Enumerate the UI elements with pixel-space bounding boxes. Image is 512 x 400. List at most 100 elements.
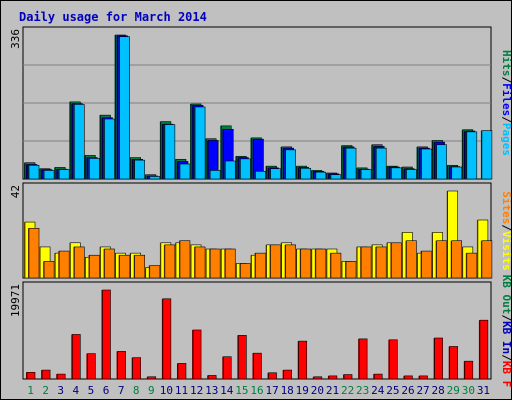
bar-sites-day-6 — [104, 248, 115, 279]
bar-sites-day-24 — [375, 246, 387, 279]
legend-bottom: KB Out/KB In/KB F — [500, 275, 512, 388]
x-tick-label: 9 — [148, 384, 155, 397]
bar-kbf-day-14 — [222, 356, 232, 380]
bar-kbf-day-26 — [404, 375, 413, 380]
legend-entry: Pages — [500, 123, 512, 156]
bar-pages-day-15 — [240, 158, 251, 180]
bar-kbf-day-20 — [313, 376, 323, 380]
x-tick-label: 20 — [311, 384, 324, 397]
bar-sites-day-7 — [119, 254, 130, 279]
x-tick-label: 17 — [265, 384, 278, 397]
x-tick-label: 4 — [73, 384, 80, 397]
x-tick-label: 27 — [416, 384, 429, 397]
bar-sites-day-27 — [421, 250, 432, 279]
x-tick-label: 18 — [281, 384, 294, 397]
bar-pages-day-6 — [104, 118, 115, 180]
bar-kbf-day-27 — [419, 375, 428, 380]
legend-entry: / — [500, 224, 512, 231]
x-tick-label: 28 — [432, 384, 445, 397]
bar-kbf-day-4 — [71, 334, 81, 380]
bar-pages-day-29 — [451, 166, 463, 180]
bar-kbf-day-18 — [283, 369, 292, 380]
bar-kbf-day-15 — [238, 335, 247, 380]
bar-sites-day-8 — [134, 254, 145, 279]
bar-pages-day-11 — [179, 163, 191, 180]
legend-middle: Sites/Visits — [500, 191, 512, 271]
legend-entry: KB Out — [500, 275, 512, 315]
x-tick-label: 25 — [386, 384, 399, 397]
bar-sites-day-5 — [89, 254, 100, 279]
bar-sites-day-23 — [360, 246, 372, 279]
bar-sites-day-12 — [194, 246, 206, 279]
bar-kbf-day-11 — [177, 363, 187, 380]
bar-pages-day-13 — [209, 170, 221, 180]
bar-sites-day-13 — [209, 248, 221, 279]
x-tick-label: 2 — [42, 384, 49, 397]
legend-entry: Sites — [500, 191, 512, 224]
bar-pages-day-9 — [149, 176, 161, 180]
bar-pages-day-25 — [391, 167, 402, 180]
bar-kbf-day-6 — [102, 289, 111, 380]
x-tick-label: 1 — [27, 384, 34, 397]
x-tick-label: 24 — [371, 384, 385, 397]
x-tick-label: 29 — [447, 384, 460, 397]
legend-entry: Hits — [500, 50, 512, 77]
bar-sites-day-19 — [300, 248, 312, 279]
x-tick-label: 12 — [190, 384, 203, 397]
y-max-label-middle: 42 — [9, 185, 22, 198]
bar-kbf-day-21 — [328, 375, 338, 380]
bar-pages-day-2 — [43, 170, 55, 180]
bar-pages-day-23 — [360, 169, 372, 180]
bar-kbf-day-1 — [26, 372, 36, 380]
legend-entry: KB F — [500, 361, 512, 388]
bar-pages-day-21 — [330, 174, 342, 180]
bar-sites-day-11 — [179, 240, 191, 279]
legend-entry: / — [500, 354, 512, 361]
bar-pages-day-26 — [406, 169, 417, 180]
bar-kbf-day-31 — [479, 319, 489, 380]
bar-kbf-day-23 — [358, 338, 368, 380]
bar-kbf-day-30 — [464, 360, 474, 380]
bar-kbf-day-28 — [434, 337, 443, 380]
bar-sites-day-22 — [345, 261, 357, 279]
bar-kbf-day-29 — [449, 346, 459, 380]
bar-sites-day-20 — [315, 248, 327, 279]
x-tick-label: 15 — [235, 384, 248, 397]
bar-kbf-day-13 — [207, 375, 217, 380]
bar-kbf-day-22 — [343, 374, 353, 380]
bar-pages-day-27 — [421, 148, 432, 180]
bar-kbf-day-8 — [132, 357, 141, 380]
bar-pages-day-30 — [466, 131, 478, 180]
x-tick-label: 22 — [341, 384, 354, 397]
x-tick-label: 6 — [103, 384, 110, 397]
bar-pages-day-20 — [315, 171, 327, 180]
legend-top: Hits/Files/Pages — [500, 50, 512, 156]
bar-sites-day-26 — [406, 240, 417, 279]
bar-sites-day-25 — [391, 242, 402, 279]
bar-pages-day-24 — [375, 147, 387, 180]
bar-sites-day-18 — [285, 244, 296, 279]
bar-sites-day-29 — [451, 240, 463, 279]
x-tick-label: 31 — [477, 384, 490, 397]
bar-pages-day-17 — [270, 168, 281, 180]
bar-kbf-day-5 — [87, 353, 96, 380]
x-tick-label: 5 — [88, 384, 95, 397]
x-tick-label: 13 — [205, 384, 218, 397]
bar-sites-day-30 — [466, 252, 478, 279]
x-tick-label: 26 — [401, 384, 414, 397]
bar-sites-day-17 — [270, 244, 281, 279]
chart-title: Daily usage for March 2014 — [19, 10, 207, 24]
x-tick-label: 19 — [296, 384, 309, 397]
bar-kbf-day-10 — [162, 298, 172, 380]
bar-sites-day-2 — [43, 261, 55, 279]
bar-kbf-day-19 — [298, 340, 308, 380]
bar-kbf-day-9 — [147, 376, 157, 380]
x-tick-label: 30 — [462, 384, 475, 397]
bar-pages-day-5 — [89, 158, 100, 180]
bar-sites-day-15 — [240, 263, 251, 279]
bar-pages-day-14 — [224, 160, 236, 180]
x-tick-label: 7 — [118, 384, 125, 397]
bar-sites-day-14 — [224, 248, 236, 279]
legend-entry: / — [500, 116, 512, 123]
